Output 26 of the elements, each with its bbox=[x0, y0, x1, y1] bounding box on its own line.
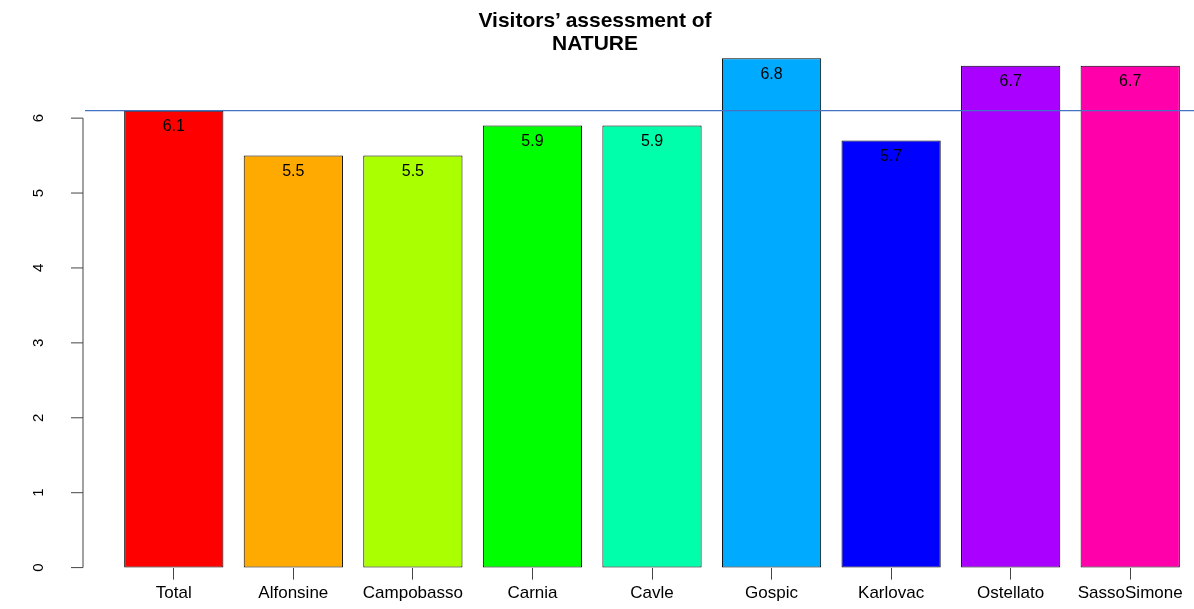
chart-title: Visitors’ assessment of NATURE bbox=[478, 8, 713, 55]
x-tick-label: Karlovac bbox=[858, 583, 925, 603]
x-tick-label: SassoSimone bbox=[1077, 583, 1183, 603]
y-tick-label: 1 bbox=[28, 488, 46, 497]
x-tick-label: Gospic bbox=[745, 583, 799, 603]
x-tick-label: Campobasso bbox=[362, 583, 463, 603]
y-tick-label: 0 bbox=[28, 563, 46, 572]
y-tick-label: 6 bbox=[28, 113, 46, 123]
y-tick-label: 5 bbox=[28, 188, 46, 198]
data-label: 5.5 bbox=[282, 161, 305, 179]
y-tick-label: 4 bbox=[28, 263, 46, 273]
data-label: 6.7 bbox=[999, 72, 1022, 90]
y-tick-label: 3 bbox=[28, 338, 46, 348]
data-label: 5.9 bbox=[640, 132, 664, 150]
x-tick-label: Ostellato bbox=[977, 583, 1045, 603]
data-label: 6.7 bbox=[1119, 72, 1142, 90]
data-label: 5.9 bbox=[521, 132, 544, 150]
data-label: 5.5 bbox=[401, 161, 425, 179]
data-label: 6.1 bbox=[162, 117, 185, 135]
x-tick-label: Total bbox=[155, 583, 192, 603]
data-label: 5.7 bbox=[879, 147, 903, 165]
x-tick-label: Cavle bbox=[630, 583, 674, 603]
x-tick-label: Alfonsine bbox=[258, 583, 329, 603]
data-label: 6.8 bbox=[760, 64, 783, 82]
x-tick-label: Carnia bbox=[507, 583, 559, 603]
y-tick-label: 2 bbox=[28, 413, 46, 422]
